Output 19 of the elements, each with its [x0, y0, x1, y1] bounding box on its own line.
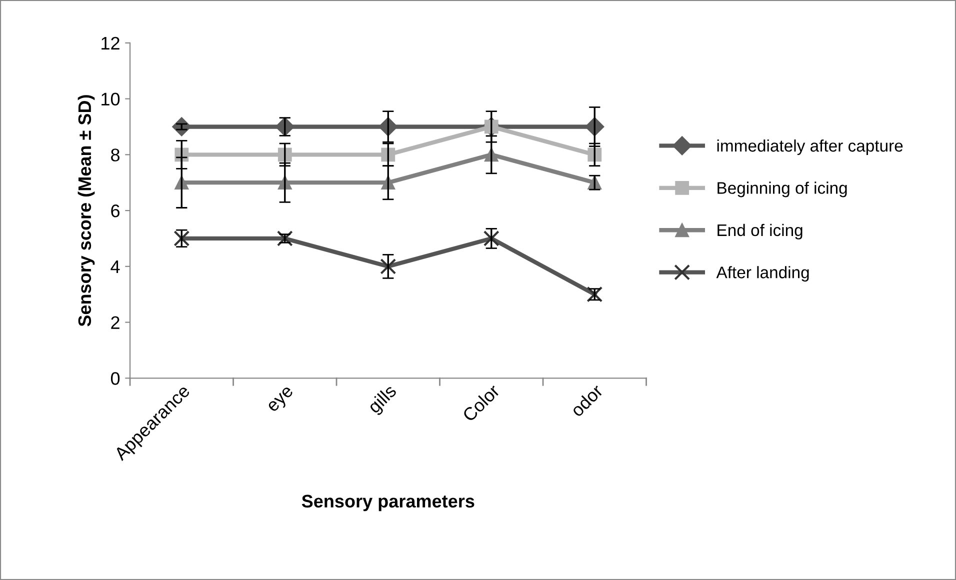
x-tick-label: odor [570, 383, 604, 418]
y-tick-label: 12 [102, 36, 120, 50]
point [276, 230, 293, 246]
x-tick-label: gills [366, 383, 400, 416]
y-tick-label: 4 [110, 260, 120, 273]
y-tick-label: 2 [111, 316, 120, 329]
legend-label: immediately after capture [717, 139, 903, 156]
y-tick-label: 6 [111, 204, 120, 218]
legend-label: End of icing [718, 224, 802, 240]
y-axis-title: Sensory score (Mean ± SD) [78, 95, 95, 326]
y-tick-label: 8 [111, 148, 120, 162]
legend-label: Beginning of icing [718, 182, 847, 198]
legend-label: After landing [716, 266, 809, 282]
x-axis-title: Sensory parameters [302, 494, 474, 512]
x-tick-label: eye [267, 386, 296, 415]
point [483, 230, 500, 246]
y-tick-label: 0 [110, 372, 120, 385]
point [380, 258, 396, 274]
y-tick-label: 10 [102, 92, 120, 106]
